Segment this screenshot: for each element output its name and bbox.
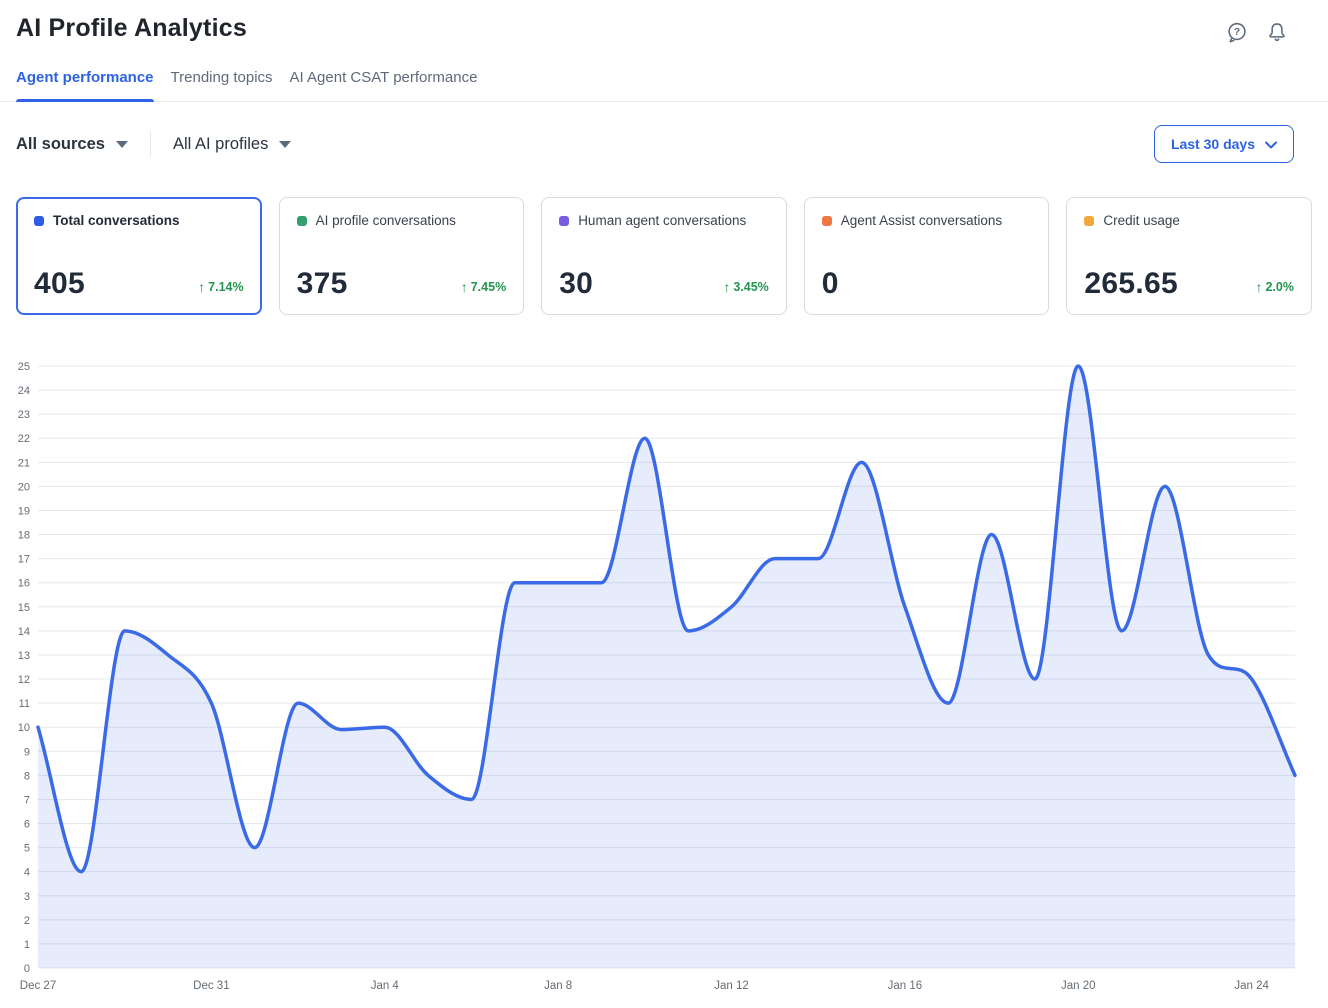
svg-text:1: 1 <box>24 939 30 951</box>
series-color-dot <box>296 215 307 226</box>
stat-card-value: 375 <box>296 267 348 300</box>
help-icon[interactable]: ? <box>1226 21 1248 43</box>
svg-text:2: 2 <box>24 915 30 927</box>
svg-text:10: 10 <box>18 722 30 734</box>
chevron-down-icon <box>1265 136 1277 152</box>
svg-text:Jan 24: Jan 24 <box>1234 980 1269 992</box>
svg-text:0: 0 <box>24 963 30 975</box>
top-bar: AI Profile Analytics ? <box>0 0 1328 43</box>
tab-agent-performance[interactable]: Agent performance <box>16 63 154 102</box>
stat-card-ai-profile-conversations[interactable]: AI profile conversations 375 ↑ 7.45% <box>278 197 525 315</box>
svg-text:Jan 8: Jan 8 <box>544 980 572 992</box>
svg-text:6: 6 <box>24 819 30 831</box>
page-title: AI Profile Analytics <box>16 14 247 42</box>
stat-card-change-badge: ↑ 3.45% <box>723 279 769 295</box>
ai-profiles-filter-dropdown[interactable]: All AI profiles <box>172 134 292 154</box>
svg-text:13: 13 <box>18 650 30 662</box>
stat-card-label: Credit usage <box>1103 213 1180 228</box>
svg-text:16: 16 <box>18 578 30 590</box>
filter-divider <box>149 131 151 157</box>
svg-text:4: 4 <box>24 867 30 879</box>
up-arrow-icon: ↑ <box>1255 279 1263 295</box>
svg-text:Jan 12: Jan 12 <box>714 980 749 992</box>
tab-ai-agent-csat-performance[interactable]: AI Agent CSAT performance <box>289 69 478 86</box>
svg-text:8: 8 <box>24 770 30 782</box>
svg-text:Jan 20: Jan 20 <box>1061 980 1096 992</box>
svg-text:Jan 4: Jan 4 <box>371 980 400 992</box>
series-color-dot <box>821 215 832 226</box>
stat-card-change-badge: ↑ 7.14% <box>198 279 244 295</box>
conversations-area-chart: 0123456789101112131415161718192021222324… <box>18 361 1297 992</box>
svg-text:5: 5 <box>24 843 30 855</box>
svg-text:?: ? <box>1234 26 1240 38</box>
tab-bar: Agent performance Trending topics AI Age… <box>0 63 1328 102</box>
up-arrow-icon: ↑ <box>198 279 206 295</box>
svg-text:9: 9 <box>24 746 30 758</box>
sources-filter-dropdown[interactable]: All sources <box>16 135 128 154</box>
svg-text:18: 18 <box>18 530 30 542</box>
up-arrow-icon: ↑ <box>723 279 731 295</box>
stat-card-label: Total conversations <box>53 213 180 228</box>
date-range-button[interactable]: Last 30 days <box>1153 125 1294 163</box>
filter-bar: All sources All AI profiles Last 30 days <box>0 122 1328 166</box>
svg-text:25: 25 <box>18 361 30 373</box>
stat-cards-row: Total conversations 405 ↑ 7.14% AI profil… <box>16 197 1312 315</box>
svg-text:7: 7 <box>24 794 30 806</box>
top-bar-actions: ? <box>1226 21 1288 43</box>
svg-text:20: 20 <box>18 481 30 493</box>
svg-text:Dec 27: Dec 27 <box>20 980 56 992</box>
sources-filter-label: All sources <box>16 134 105 153</box>
caret-down-icon <box>279 140 292 148</box>
svg-text:21: 21 <box>18 457 30 469</box>
ai-profiles-filter-label: All AI profiles <box>172 134 269 153</box>
svg-text:22: 22 <box>18 433 30 445</box>
stat-card-label: AI profile conversations <box>315 213 456 228</box>
stat-card-change-badge: ↑ 2.0% <box>1255 279 1294 295</box>
svg-text:12: 12 <box>18 674 30 686</box>
up-arrow-icon: ↑ <box>460 279 468 295</box>
svg-text:15: 15 <box>18 602 30 614</box>
svg-text:11: 11 <box>19 698 30 710</box>
stat-card-value: 265.65 <box>1084 267 1178 300</box>
tab-trending-topics[interactable]: Trending topics <box>170 69 273 86</box>
svg-text:17: 17 <box>18 554 30 566</box>
svg-text:Dec 31: Dec 31 <box>193 980 229 992</box>
stat-card-value: 30 <box>559 267 594 300</box>
stat-card-label: Agent Assist conversations <box>840 213 1003 228</box>
svg-text:23: 23 <box>18 409 30 421</box>
series-color-dot <box>1084 215 1095 226</box>
stat-card-agent-assist-conversations[interactable]: Agent Assist conversations 0 ↑ <box>803 197 1050 315</box>
svg-text:19: 19 <box>18 505 30 517</box>
stat-card-change-badge: ↑ 7.45% <box>460 279 507 295</box>
stat-card-label: Human agent conversations <box>578 213 747 228</box>
svg-text:14: 14 <box>18 626 30 638</box>
bell-icon[interactable] <box>1266 21 1288 43</box>
stat-card-value: 405 <box>34 267 85 300</box>
svg-text:Jan 16: Jan 16 <box>888 980 923 992</box>
date-range-label: Last 30 days <box>1170 136 1255 152</box>
stat-card-credit-usage[interactable]: Credit usage 265.65 ↑ 2.0% <box>1066 197 1312 315</box>
svg-text:24: 24 <box>18 385 30 397</box>
svg-text:3: 3 <box>24 891 30 903</box>
stat-card-value: 0 <box>821 267 839 300</box>
stat-card-total-conversations[interactable]: Total conversations 405 ↑ 7.14% <box>16 197 262 315</box>
caret-down-icon <box>115 140 128 148</box>
series-color-dot <box>34 215 44 226</box>
stat-card-human-agent-conversations[interactable]: Human agent conversations 30 ↑ 3.45% <box>541 197 787 315</box>
series-color-dot <box>559 215 570 226</box>
